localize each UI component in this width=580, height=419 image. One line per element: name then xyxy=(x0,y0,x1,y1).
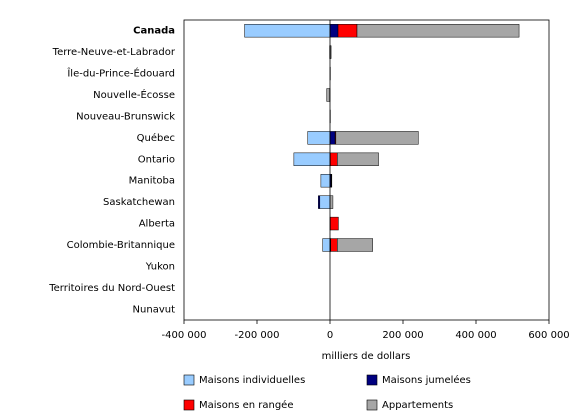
bar xyxy=(321,174,330,187)
bar xyxy=(323,239,330,252)
y-tick-label: Yukon xyxy=(145,261,175,272)
y-tick-label: Terre-Neuve-et-Labrador xyxy=(52,47,176,58)
bar xyxy=(330,217,338,230)
x-axis-label: milliers de dollars xyxy=(322,351,411,362)
bar xyxy=(320,196,330,209)
bar xyxy=(308,131,330,144)
y-tick-label: Nouveau-Brunswick xyxy=(76,111,175,122)
y-tick-label: Ontario xyxy=(138,154,175,165)
legend-label: Maisons en rangée xyxy=(199,399,294,411)
y-tick-label: Alberta xyxy=(139,219,175,230)
y-tick-label: Nouvelle-Écosse xyxy=(93,88,175,101)
bar xyxy=(336,131,418,144)
plot-frame xyxy=(184,20,549,320)
x-tick-label: 400 000 xyxy=(455,330,496,341)
legend-swatch xyxy=(184,375,194,385)
bar xyxy=(337,153,378,166)
bar xyxy=(357,24,519,37)
y-tick-label: Saskatchewan xyxy=(103,197,175,208)
bar xyxy=(318,196,319,209)
y-tick-label: Québec xyxy=(137,132,175,144)
y-tick-label: Territoires du Nord-Ouest xyxy=(48,283,175,294)
y-tick-label: Île-du-Prince-Édouard xyxy=(66,67,175,80)
y-tick-label: Canada xyxy=(133,26,175,37)
legend-label: Maisons individuelles xyxy=(199,375,305,386)
bar xyxy=(338,24,357,37)
bar xyxy=(330,24,338,37)
bar xyxy=(330,46,331,59)
y-tick-label: Colombie-Britannique xyxy=(67,240,175,251)
x-tick-label: -400 000 xyxy=(162,330,207,341)
legend-swatch xyxy=(367,400,377,410)
x-tick-label: -200 000 xyxy=(235,330,280,341)
bar xyxy=(330,131,335,144)
bar xyxy=(330,196,333,209)
legend-swatch xyxy=(367,375,377,385)
legend-swatch xyxy=(184,400,194,410)
bar xyxy=(330,153,337,166)
bar xyxy=(245,24,330,37)
x-tick-label: 0 xyxy=(327,330,333,341)
bar xyxy=(337,239,372,252)
x-tick-label: 600 000 xyxy=(528,330,569,341)
legend-label: Appartements xyxy=(382,400,453,411)
y-tick-label: Nunavut xyxy=(133,304,176,315)
bar xyxy=(294,153,330,166)
bar xyxy=(331,239,338,252)
bar xyxy=(327,89,330,102)
x-tick-label: 200 000 xyxy=(382,330,423,341)
legend-label: Maisons jumelées xyxy=(382,374,471,386)
y-tick-label: Manitoba xyxy=(129,176,175,187)
